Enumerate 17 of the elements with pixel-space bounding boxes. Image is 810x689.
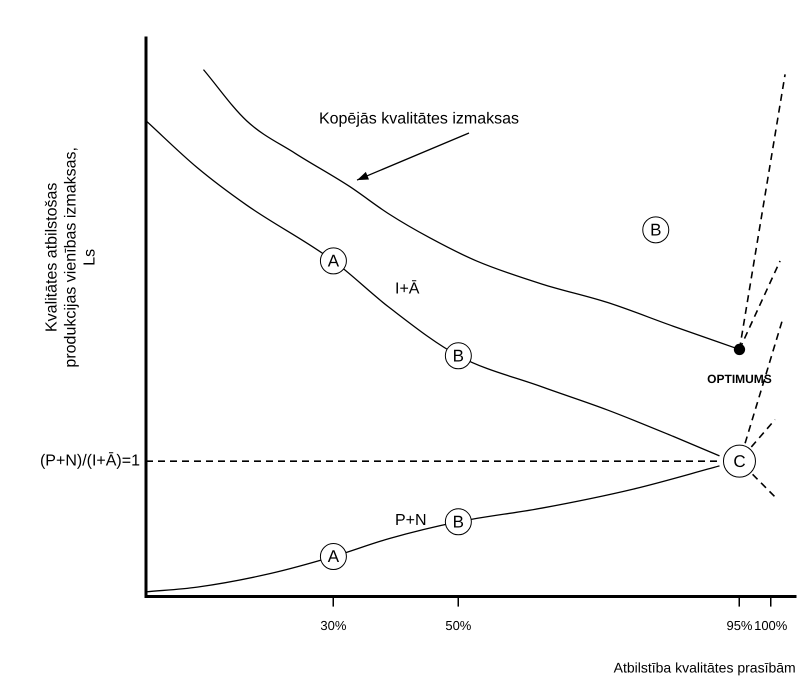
- series-label: (P+N)/(I+Ā)=1: [40, 452, 140, 470]
- x-tick-label: 95%: [726, 618, 753, 633]
- annotation: B: [452, 512, 464, 532]
- series-label: I+Ā: [395, 280, 420, 298]
- x-tick-label: 30%: [320, 618, 347, 633]
- annotation: B: [650, 220, 662, 240]
- annotation: A: [328, 252, 340, 271]
- annotation: C: [733, 452, 746, 471]
- series-label: P+N: [395, 512, 427, 530]
- x-tick-label: 100%: [754, 618, 788, 633]
- text: Kopējās kvalitātes izmaksas: [318, 110, 520, 128]
- annotation: A: [328, 547, 340, 566]
- x-axis-title: Atbilstība kvalitātes prasībām: [614, 659, 796, 676]
- annotation: OPTIMUMS: [707, 372, 772, 386]
- annotation: B: [452, 346, 464, 366]
- x-tick-label: 50%: [445, 618, 472, 633]
- y-axis-title: Kvalitātes atbilstošas produkcijas vienības izmaksas, Ls: [43, 147, 98, 368]
